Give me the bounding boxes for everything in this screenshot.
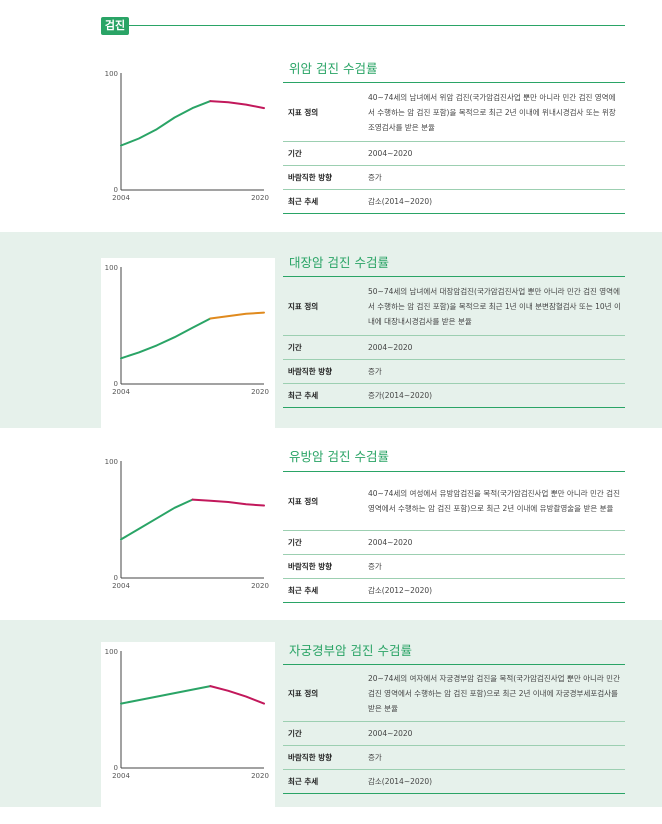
y-tick-label: 100 xyxy=(105,648,118,656)
indicator-title: 대장암 검진 수검률 xyxy=(289,255,389,270)
y-tick-label: 0 xyxy=(114,764,118,772)
series-line-1 xyxy=(191,498,265,507)
row-trend: 최근 추세 증가(2014~2020) xyxy=(283,384,625,408)
row-direction: 바람직한 방향 증가 xyxy=(283,746,625,770)
indicator-table: 지표 정의 50~74세의 남녀에서 대장암검진(국가암검진사업 뿐만 아니라 … xyxy=(283,276,625,408)
trend-chart-colorectal: 0 100 2004 2020 xyxy=(105,264,269,396)
definition-label: 지표 정의 xyxy=(288,301,319,311)
indicator-table: 지표 정의 40~74세의 남녀에서 위암 검진(국가암검진사업 뿐만 아니라 … xyxy=(283,82,625,214)
series-line-0 xyxy=(120,317,212,360)
series-line-0 xyxy=(120,685,212,705)
row-direction: 바람직한 방향 증가 xyxy=(283,166,625,190)
trend-value: 감소(2014~2020) xyxy=(368,197,433,206)
y-tick-label: 0 xyxy=(114,186,118,194)
direction-label: 바람직한 방향 xyxy=(288,753,333,762)
direction-value: 증가 xyxy=(368,562,382,571)
chart-box: 0 100 2004 2020 xyxy=(101,452,275,634)
direction-value: 증가 xyxy=(368,367,382,376)
trend-value: 감소(2014~2020) xyxy=(368,777,433,786)
row-direction: 바람직한 방향 증가 xyxy=(283,360,625,384)
indicator-table: 지표 정의 40~74세의 여성에서 유방암검진을 목적(국가암검진사업 뿐만 … xyxy=(283,471,625,603)
trend-value: 감소(2012~2020) xyxy=(368,586,433,595)
indicator-section-stomach: 0 100 2004 2020 위암 검진 수검률 지표 정의 40~74세의 남녀에… xyxy=(0,42,662,246)
trend-label: 최근 추세 xyxy=(288,777,319,786)
trend-label: 최근 추세 xyxy=(288,197,319,206)
row-period: 기간 2004~2020 xyxy=(283,722,625,746)
definition-value: 20~74세의 여자에서 자궁경부암 검진을 목적(국가암검진사업 뿐만 아니라… xyxy=(368,673,620,713)
trend-label: 최근 추세 xyxy=(288,586,319,595)
trend-chart-stomach: 0 100 2004 2020 xyxy=(105,70,269,202)
series-line-0 xyxy=(120,498,194,541)
indicator-section-cervical: 0 100 2004 2020 자궁경부암 검진 수검률 지표 정의 20~74세의 … xyxy=(0,620,662,824)
period-value: 2004~2020 xyxy=(368,343,413,352)
series-line-0 xyxy=(120,100,212,147)
indicator-section-colorectal: 0 100 2004 2020 대장암 검진 수검률 지표 정의 50~74세의 남녀… xyxy=(0,232,662,440)
trend-label: 최근 추세 xyxy=(288,391,319,400)
definition-label: 지표 정의 xyxy=(288,688,319,698)
row-trend: 최근 추세 감소(2012~2020) xyxy=(283,579,625,603)
series-line-1 xyxy=(209,685,265,705)
direction-label: 바람직한 방향 xyxy=(288,562,333,571)
y-tick-label: 0 xyxy=(114,380,118,388)
x-tick-label: 2004 xyxy=(112,582,130,590)
period-label: 기간 xyxy=(288,538,302,547)
y-tick-label: 100 xyxy=(105,70,118,78)
header-divider xyxy=(129,25,625,26)
direction-label: 바람직한 방향 xyxy=(288,367,333,376)
trend-chart-cervical: 0 100 2004 2020 xyxy=(105,648,269,780)
x-tick-label: 2020 xyxy=(251,388,269,396)
indicator-title: 위암 검진 수검률 xyxy=(289,61,378,76)
series-line-1 xyxy=(209,100,265,110)
series-line-1 xyxy=(209,311,265,320)
row-trend: 최근 추세 감소(2014~2020) xyxy=(283,770,625,794)
x-tick-label: 2004 xyxy=(112,388,130,396)
section-tag: 검진 xyxy=(101,17,129,35)
definition-value: 40~74세의 남녀에서 위암 검진(국가암검진사업 뿐만 아니라 민간 검진 … xyxy=(368,92,616,132)
period-value: 2004~2020 xyxy=(368,729,413,738)
period-label: 기간 xyxy=(288,149,302,158)
x-tick-label: 2004 xyxy=(112,772,130,780)
trend-chart-breast: 0 100 2004 2020 xyxy=(105,458,269,590)
x-tick-label: 2004 xyxy=(112,194,130,202)
y-tick-label: 0 xyxy=(114,574,118,582)
period-label: 기간 xyxy=(288,729,302,738)
row-definition: 지표 정의 50~74세의 남녀에서 대장암검진(국가암검진사업 뿐만 아니라 … xyxy=(283,277,625,336)
row-trend: 최근 추세 감소(2014~2020) xyxy=(283,190,625,214)
indicator-table: 지표 정의 20~74세의 여자에서 자궁경부암 검진을 목적(국가암검진사업 … xyxy=(283,664,625,794)
row-period: 기간 2004~2020 xyxy=(283,142,625,166)
row-direction: 바람직한 방향 증가 xyxy=(283,555,625,579)
page-header: 검진 xyxy=(0,0,662,42)
period-value: 2004~2020 xyxy=(368,149,413,158)
indicator-title: 자궁경부암 검진 수검률 xyxy=(289,643,412,658)
trend-value: 증가(2014~2020) xyxy=(368,391,433,400)
period-label: 기간 xyxy=(288,343,302,352)
definition-value: 40~74세의 여성에서 유방암검진을 목적(국가암검진사업 뿐만 아니라 민간… xyxy=(368,489,620,513)
row-definition: 지표 정의 20~74세의 여자에서 자궁경부암 검진을 목적(국가암검진사업 … xyxy=(283,665,625,722)
indicator-title: 유방암 검진 수검률 xyxy=(289,449,389,464)
x-tick-label: 2020 xyxy=(251,582,269,590)
y-tick-label: 100 xyxy=(105,458,118,466)
y-tick-label: 100 xyxy=(105,264,118,272)
chart-box: 0 100 2004 2020 xyxy=(101,642,275,824)
direction-value: 증가 xyxy=(368,173,382,182)
row-definition: 지표 정의 40~74세의 여성에서 유방암검진을 목적(국가암검진사업 뿐만 … xyxy=(283,472,625,531)
chart-box: 0 100 2004 2020 xyxy=(101,258,275,440)
period-value: 2004~2020 xyxy=(368,538,413,547)
direction-value: 증가 xyxy=(368,753,382,762)
definition-label: 지표 정의 xyxy=(288,496,319,506)
chart-box: 0 100 2004 2020 xyxy=(101,64,275,246)
definition-label: 지표 정의 xyxy=(288,107,319,117)
definition-value: 50~74세의 남녀에서 대장암검진(국가암검진사업 뿐만 아니라 민간 검진 … xyxy=(368,286,621,326)
row-definition: 지표 정의 40~74세의 남녀에서 위암 검진(국가암검진사업 뿐만 아니라 … xyxy=(283,83,625,142)
direction-label: 바람직한 방향 xyxy=(288,173,333,182)
row-period: 기간 2004~2020 xyxy=(283,531,625,555)
x-tick-label: 2020 xyxy=(251,194,269,202)
x-tick-label: 2020 xyxy=(251,772,269,780)
indicator-section-breast: 0 100 2004 2020 유방암 검진 수검률 지표 정의 40~74세의 여성… xyxy=(0,428,662,634)
row-period: 기간 2004~2020 xyxy=(283,336,625,360)
